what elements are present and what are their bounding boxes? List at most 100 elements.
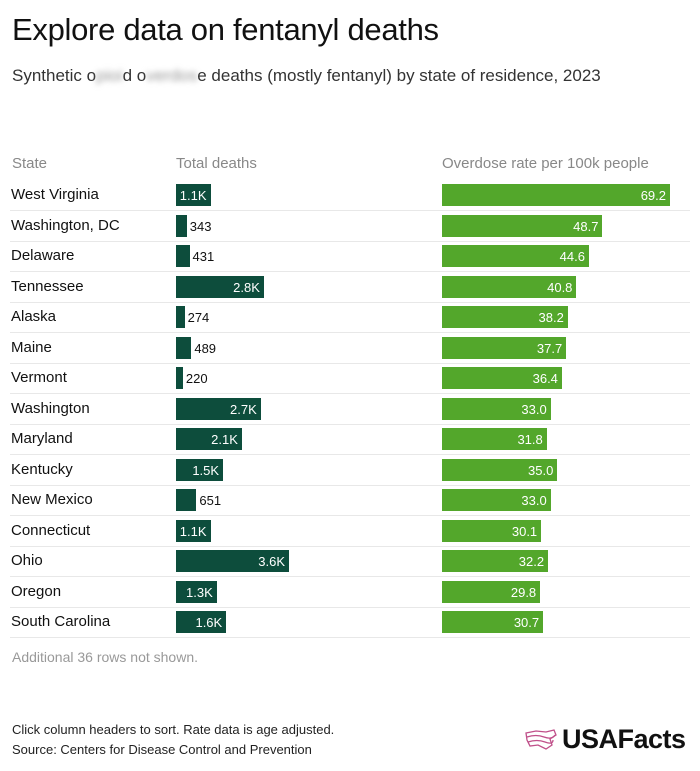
table-row: New Mexico 651 33.0 xyxy=(10,485,690,516)
deaths-bar xyxy=(176,611,227,633)
rate-bar xyxy=(442,428,547,450)
rate-bar xyxy=(442,489,551,511)
table-row: Connecticut 1.1K 30.1 xyxy=(10,516,690,547)
source: Source: Centers for Disease Control and … xyxy=(12,742,312,757)
deaths-bar xyxy=(176,550,289,572)
page-title: Explore data on fentanyl deaths xyxy=(12,12,439,47)
state-name: Washington xyxy=(11,399,90,417)
deaths-label: 343 xyxy=(189,218,212,234)
deaths-bar xyxy=(176,397,261,420)
deaths-label: 1.1K xyxy=(179,523,207,539)
state-name: Washington, DC xyxy=(11,216,120,234)
footer-note: Click column headers to sort. Rate data … xyxy=(12,722,335,737)
deaths-label: 220 xyxy=(185,371,208,386)
subtitle-blurred: verdos xyxy=(146,66,198,85)
table-row: Ohio 3.6K 32.2 xyxy=(10,546,690,577)
rows-hidden-note: Additional 36 rows not shown. xyxy=(12,649,198,665)
table-row: Washington 2.7K 33.0 xyxy=(10,394,690,425)
table-row: Washington, DC 343 48.7 xyxy=(10,211,690,242)
state-name: Maine xyxy=(11,338,52,356)
subtitle-part: e deaths (mostly fentanyl) by state of r… xyxy=(197,66,601,85)
deaths-label: 274 xyxy=(187,310,210,325)
state-name: Tennessee xyxy=(11,277,84,295)
table-row: Kentucky 1.5K 35.0 xyxy=(10,455,690,486)
table-row: Maine 489 37.7 xyxy=(10,333,690,364)
deaths-bar xyxy=(176,245,190,267)
state-name: South Carolina xyxy=(11,613,111,630)
table-row: Delaware 431 44.6 xyxy=(10,241,690,272)
rate-bar xyxy=(442,550,549,572)
rate-bar xyxy=(442,519,542,542)
state-name: Ohio xyxy=(11,552,43,569)
deaths-bar xyxy=(176,489,197,511)
rate-label: 31.8 xyxy=(517,432,543,447)
deaths-label: 2.7K xyxy=(230,401,257,417)
table-row: South Carolina 1.6K 30.7 xyxy=(10,607,690,638)
deaths-bar xyxy=(176,428,242,450)
subtitle-blurred: pioi xyxy=(96,66,123,85)
rate-label: 30.1 xyxy=(511,523,538,539)
table-row: Vermont 220 36.4 xyxy=(10,363,690,394)
table-row: Maryland 2.1K 31.8 xyxy=(10,424,690,455)
state-name: West Virginia xyxy=(11,186,99,203)
state-name: Vermont xyxy=(11,369,67,386)
state-name: Oregon xyxy=(11,582,62,600)
rate-label: 40.8 xyxy=(547,279,573,295)
rate-label: 69.2 xyxy=(640,188,666,203)
table-row: West Virginia 1.1K 69.2 xyxy=(10,180,690,211)
rate-bar xyxy=(442,214,603,237)
subtitle-part: d o xyxy=(122,66,147,85)
rate-bar xyxy=(442,184,670,206)
subtitle-part: Synthetic o xyxy=(12,66,97,85)
deaths-bar xyxy=(176,458,224,481)
rate-bar xyxy=(442,275,577,298)
state-name: New Mexico xyxy=(11,491,93,508)
deaths-label: 1.5K xyxy=(192,462,220,478)
rate-bar xyxy=(442,367,562,389)
state-name: Kentucky xyxy=(11,460,73,478)
rate-label: 35.0 xyxy=(528,462,554,478)
rate-bar xyxy=(442,611,544,633)
header-state[interactable]: State xyxy=(12,155,48,172)
subtitle: Synthetic opioid overdose deaths (mostly… xyxy=(12,66,601,86)
deaths-bar xyxy=(176,367,183,389)
state-name: Alaska xyxy=(11,308,57,325)
deaths-label: 1.3K xyxy=(186,584,213,600)
deaths-label: 431 xyxy=(192,249,215,264)
deaths-bar xyxy=(176,275,264,298)
rate-label: 33.0 xyxy=(521,401,547,417)
deaths-label: 1.6K xyxy=(195,615,223,630)
deaths-label: 2.1K xyxy=(211,432,238,447)
rate-label: 38.2 xyxy=(538,310,564,325)
rate-label: 48.7 xyxy=(573,218,599,234)
state-name: Delaware xyxy=(11,247,75,264)
deaths-label: 651 xyxy=(199,493,222,508)
header-total-deaths[interactable]: Total deaths xyxy=(176,155,257,172)
header-rate[interactable]: Overdose rate per 100k people xyxy=(442,155,649,172)
logo-text: USAFacts xyxy=(562,724,686,754)
rate-label: 33.0 xyxy=(521,493,547,508)
deaths-label: 3.6K xyxy=(258,554,285,569)
usafacts-logo: USAFacts xyxy=(524,724,686,755)
rate-bar xyxy=(442,458,558,481)
table-row: Tennessee 2.8K 40.8 xyxy=(10,272,690,303)
deaths-bar xyxy=(176,519,211,542)
rate-bar xyxy=(442,580,541,603)
rate-bar xyxy=(442,336,567,359)
us-map-icon xyxy=(525,728,557,750)
rate-bar xyxy=(442,397,551,420)
rate-label: 36.4 xyxy=(532,371,558,386)
deaths-bar xyxy=(176,306,185,328)
state-name: Maryland xyxy=(11,430,73,447)
deaths-bar xyxy=(176,214,187,237)
deaths-label: 489 xyxy=(194,340,217,356)
rate-label: 37.7 xyxy=(536,340,563,356)
state-name: Connecticut xyxy=(11,521,91,539)
table-row: Alaska 274 38.2 xyxy=(10,302,690,333)
rate-label: 29.8 xyxy=(510,584,537,600)
rate-label: 44.6 xyxy=(559,249,585,264)
deaths-bar xyxy=(176,184,211,206)
rate-label: 30.7 xyxy=(513,615,540,630)
rate-bar xyxy=(442,245,589,267)
deaths-label: 1.1K xyxy=(179,188,207,203)
